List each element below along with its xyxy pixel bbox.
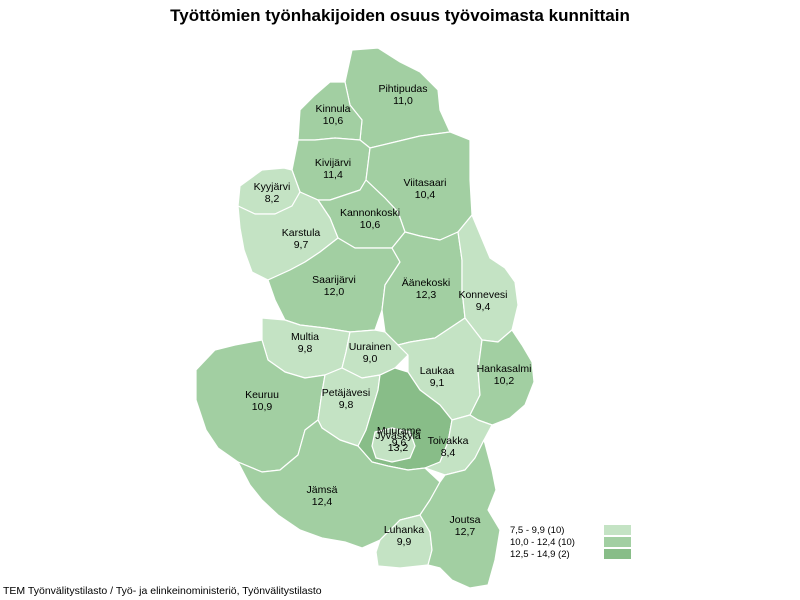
label-kyyjarvi: Kyyjärvi 8,2 xyxy=(254,181,291,205)
label-muurame: Muurame 9,6 xyxy=(377,425,422,449)
label-hankasalmi: Hankasalmi 10,2 xyxy=(477,363,532,387)
label-kivijarvi: Kivijärvi 11,4 xyxy=(315,157,351,181)
region-muurame[interactable] xyxy=(371,427,416,463)
legend-swatch xyxy=(604,549,631,559)
map-legend: 7,5 - 9,9 (10) 10,0 - 12,4 (10) 12,5 - 1… xyxy=(510,524,631,560)
legend-item: 12,5 - 14,9 (2) xyxy=(510,548,631,560)
label-jamsa: Jämsä 12,4 xyxy=(307,484,338,508)
label-petajavesi: Petäjävesi 9,8 xyxy=(322,387,370,411)
legend-swatch xyxy=(604,537,631,547)
legend-label: 10,0 - 12,4 (10) xyxy=(510,536,575,548)
label-aanekoski: Äänekoski 12,3 xyxy=(402,277,450,301)
label-luhanka: Luhanka 9,9 xyxy=(384,524,424,548)
label-laukaa: Laukaa 9,1 xyxy=(420,365,455,389)
label-multia: Multia 9,8 xyxy=(291,331,319,355)
label-joutsa: Joutsa 12,7 xyxy=(450,514,481,538)
region-joutsa[interactable] xyxy=(419,439,501,589)
label-keuruu: Keuruu 10,9 xyxy=(245,389,279,413)
region-hankasalmi[interactable] xyxy=(469,329,535,426)
legend-item: 7,5 - 9,9 (10) xyxy=(510,524,631,536)
label-viitasaari: Viitasaari 10,4 xyxy=(404,177,447,201)
label-saarijarvi: Saarijärvi 12,0 xyxy=(312,274,356,298)
region-jamsa[interactable] xyxy=(237,419,441,549)
source-credit: TEM Työnvälitystilasto / Työ- ja elinkei… xyxy=(3,585,322,597)
label-toivakka: Toivakka 8,4 xyxy=(428,435,469,459)
legend-item: 10,0 - 12,4 (10) xyxy=(510,536,631,548)
legend-swatch xyxy=(604,525,631,535)
label-kannonkoski: Kannonkoski 10,6 xyxy=(340,207,400,231)
region-labels: Pihtipudas 11,0 Kinnula 10,6 Kivijärvi 11,4… xyxy=(245,83,531,548)
label-uurainen: Uurainen 9,0 xyxy=(349,341,392,365)
legend-label: 7,5 - 9,9 (10) xyxy=(510,524,565,536)
label-kinnula: Kinnula 10,6 xyxy=(315,103,350,127)
map-title: Työttömien työnhakijoiden osuus työvoima… xyxy=(170,6,630,25)
legend-label: 12,5 - 14,9 (2) xyxy=(510,548,570,560)
label-konnevesi: Konnevesi 9,4 xyxy=(458,289,507,313)
label-karstula: Karstula 9,7 xyxy=(282,227,321,251)
label-pihtipudas: Pihtipudas 11,0 xyxy=(378,83,427,107)
label-jyvaskyla: Jyväskylä 13,2 xyxy=(375,430,421,454)
